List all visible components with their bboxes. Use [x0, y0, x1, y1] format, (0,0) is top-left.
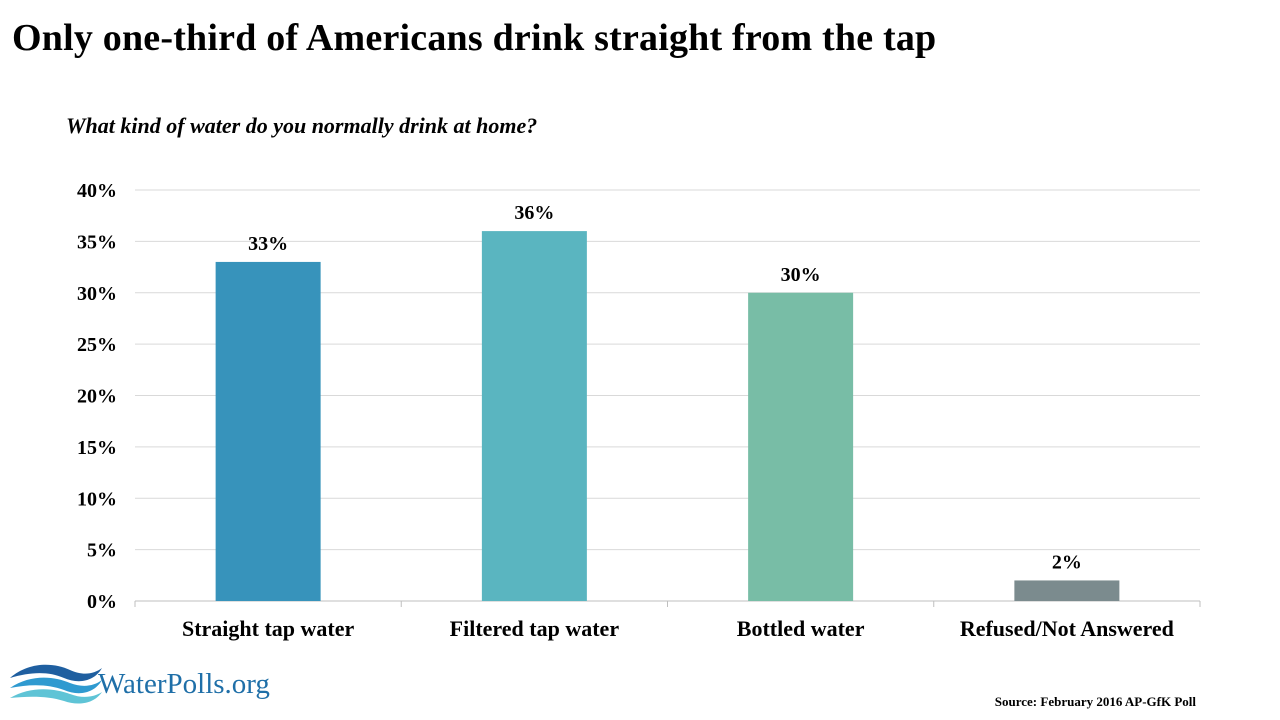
bar [215, 261, 321, 601]
x-tick-label: Filtered tap water [450, 616, 620, 641]
x-tick-label: Refused/Not Answered [960, 616, 1174, 641]
chart-subtitle: What kind of water do you normally drink… [66, 113, 538, 138]
source-note: Source: February 2016 AP-GfK Poll [994, 694, 1196, 709]
y-tick-label: 25% [77, 334, 117, 356]
logo-text: WaterPolls.org [98, 668, 270, 700]
x-tick-label: Straight tap water [182, 616, 355, 641]
chart-title: Only one-third of Americans drink straig… [12, 17, 937, 59]
y-tick-label: 35% [77, 231, 117, 253]
y-tick-label: 40% [77, 180, 117, 202]
data-label: 2% [1052, 551, 1082, 573]
bar [481, 231, 587, 601]
y-tick-label: 5% [87, 540, 117, 562]
bar [748, 292, 854, 601]
y-tick-label: 30% [77, 283, 117, 305]
data-label: 33% [248, 233, 288, 255]
y-tick-label: 20% [77, 386, 117, 408]
data-label: 30% [781, 264, 821, 286]
y-tick-label: 0% [87, 591, 117, 613]
y-tick-label: 10% [77, 488, 117, 510]
data-label: 36% [514, 202, 554, 224]
bar-chart: 0% 5% 10% 15% 20% 25% 30% 35% 40% 33% Straight tap… [77, 180, 1201, 641]
water-waves-icon [10, 664, 102, 704]
bar [1014, 580, 1120, 601]
x-tick-label: Bottled water [737, 616, 865, 641]
y-tick-label: 15% [77, 437, 117, 459]
